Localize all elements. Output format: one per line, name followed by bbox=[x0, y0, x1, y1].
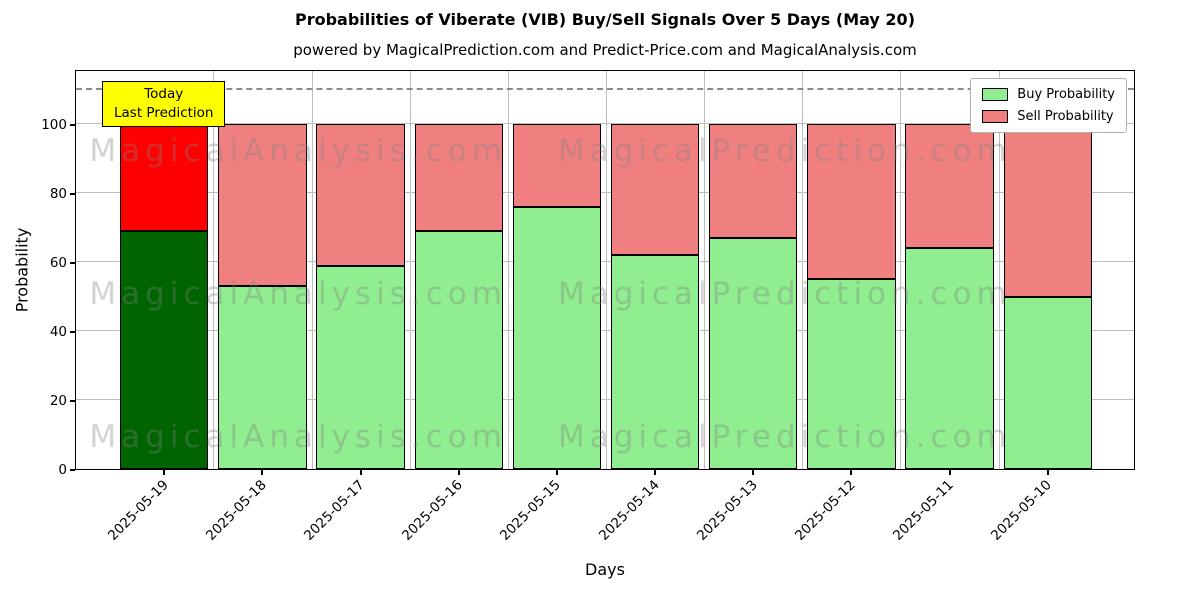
v-gridline bbox=[213, 71, 215, 469]
x-tick-label: 2025-05-18 bbox=[202, 477, 270, 544]
v-gridline bbox=[311, 71, 313, 469]
watermark-text: MagicalPrediction.com bbox=[557, 275, 1012, 312]
x-tick-mark bbox=[948, 470, 951, 475]
bar-buy-segment bbox=[709, 237, 798, 469]
bar-buy-segment bbox=[610, 255, 700, 469]
y-tick-label: 0 bbox=[58, 462, 67, 478]
bar-buy-segment bbox=[1003, 296, 1092, 469]
x-tick-mark bbox=[1046, 470, 1049, 475]
y-tick-mark bbox=[70, 193, 75, 196]
legend-swatch bbox=[982, 110, 1009, 123]
legend-label: Sell Probability bbox=[1017, 109, 1114, 124]
y-tick-label: 40 bbox=[49, 324, 67, 341]
annotation-line-2: Last Prediction bbox=[114, 104, 214, 121]
chart-title: Probabilities of Viberate (VIB) Buy/Sell… bbox=[294, 10, 915, 29]
bar-sell-segment bbox=[905, 124, 994, 249]
bar-buy-segment bbox=[905, 248, 994, 469]
x-tick-label: 2025-05-11 bbox=[890, 477, 957, 544]
x-tick-mark bbox=[457, 470, 460, 475]
v-gridline bbox=[802, 71, 804, 469]
bar-sell-segment bbox=[512, 124, 602, 207]
h-gridline bbox=[76, 330, 1134, 332]
x-tick-label: 2025-05-19 bbox=[104, 477, 172, 544]
x-axis-label: Days bbox=[585, 560, 625, 579]
x-tick-mark bbox=[752, 470, 755, 475]
h-gridline bbox=[76, 123, 1134, 125]
x-tick-label: 2025-05-17 bbox=[301, 477, 368, 544]
legend-swatch bbox=[982, 88, 1009, 101]
watermark-text: MagicalAnalysis.com bbox=[89, 132, 507, 169]
x-tick-label: 2025-05-10 bbox=[988, 477, 1055, 544]
bar-sell-segment bbox=[709, 124, 798, 238]
v-gridline bbox=[606, 71, 607, 469]
y-tick-mark bbox=[70, 331, 75, 334]
h-gridline bbox=[76, 192, 1134, 194]
x-tick-mark bbox=[163, 470, 166, 475]
x-tick-mark bbox=[359, 470, 362, 475]
plot-area: Today Last Prediction Buy Probability Sel… bbox=[75, 70, 1135, 470]
v-gridline bbox=[409, 71, 411, 469]
chart-subtitle: powered by MagicalPrediction.com and Pre… bbox=[293, 41, 917, 59]
watermark-text: MagicalAnalysis.com bbox=[89, 419, 507, 456]
annotation-line-1: Today bbox=[144, 86, 184, 102]
h-gridline bbox=[76, 261, 1134, 263]
y-tick-mark bbox=[70, 469, 75, 471]
bar-sell-segment bbox=[807, 124, 896, 280]
bar-sell-segment bbox=[218, 124, 307, 287]
bar-sell-segment bbox=[610, 124, 700, 256]
x-tick-mark bbox=[555, 470, 558, 475]
x-tick-label: 2025-05-14 bbox=[595, 477, 663, 544]
bar-sell-segment bbox=[316, 124, 405, 266]
h-gridline bbox=[76, 399, 1134, 401]
y-tick-label: 80 bbox=[49, 186, 67, 203]
v-gridline bbox=[507, 71, 509, 469]
v-gridline bbox=[704, 71, 706, 469]
y-tick-label: 60 bbox=[49, 255, 67, 272]
x-tick-mark bbox=[261, 470, 264, 475]
legend-item: Buy Probability bbox=[982, 87, 1115, 102]
v-gridline bbox=[998, 71, 1000, 469]
x-tick-label: 2025-05-13 bbox=[693, 477, 761, 544]
x-tick-mark bbox=[654, 470, 657, 475]
bar-sell-segment bbox=[120, 124, 209, 232]
x-tick-label: 2025-05-15 bbox=[497, 477, 565, 544]
y-tick-label: 20 bbox=[49, 393, 67, 410]
x-tick-label: 2025-05-12 bbox=[791, 477, 859, 544]
x-tick-label: 2025-05-16 bbox=[399, 477, 467, 544]
y-tick-mark bbox=[70, 400, 75, 403]
legend-item: Sell Probability bbox=[982, 109, 1115, 124]
bar-buy-segment bbox=[120, 231, 209, 469]
v-gridline bbox=[900, 71, 902, 469]
y-tick-label: 100 bbox=[41, 117, 67, 134]
bar-sell-segment bbox=[1003, 124, 1092, 297]
legend: Buy Probability Sell Probability bbox=[970, 78, 1127, 133]
bar-buy-segment bbox=[316, 265, 405, 469]
bar-buy-segment bbox=[414, 231, 503, 469]
x-tick-mark bbox=[850, 470, 853, 475]
dashed-threshold-line bbox=[76, 87, 1134, 90]
bar-buy-segment bbox=[512, 206, 602, 469]
y-tick-mark bbox=[70, 124, 75, 127]
today-annotation: Today Last Prediction bbox=[102, 81, 226, 127]
watermark-text: MagicalPrediction.com bbox=[557, 132, 1012, 169]
watermark-text: MagicalAnalysis.com bbox=[89, 275, 507, 312]
watermark-text: MagicalPrediction.com bbox=[557, 419, 1012, 456]
bar-sell-segment bbox=[414, 124, 503, 232]
bar-buy-segment bbox=[807, 279, 896, 469]
y-tick-mark bbox=[70, 262, 75, 265]
bar-buy-segment bbox=[218, 286, 307, 469]
legend-label: Buy Probability bbox=[1017, 87, 1115, 102]
